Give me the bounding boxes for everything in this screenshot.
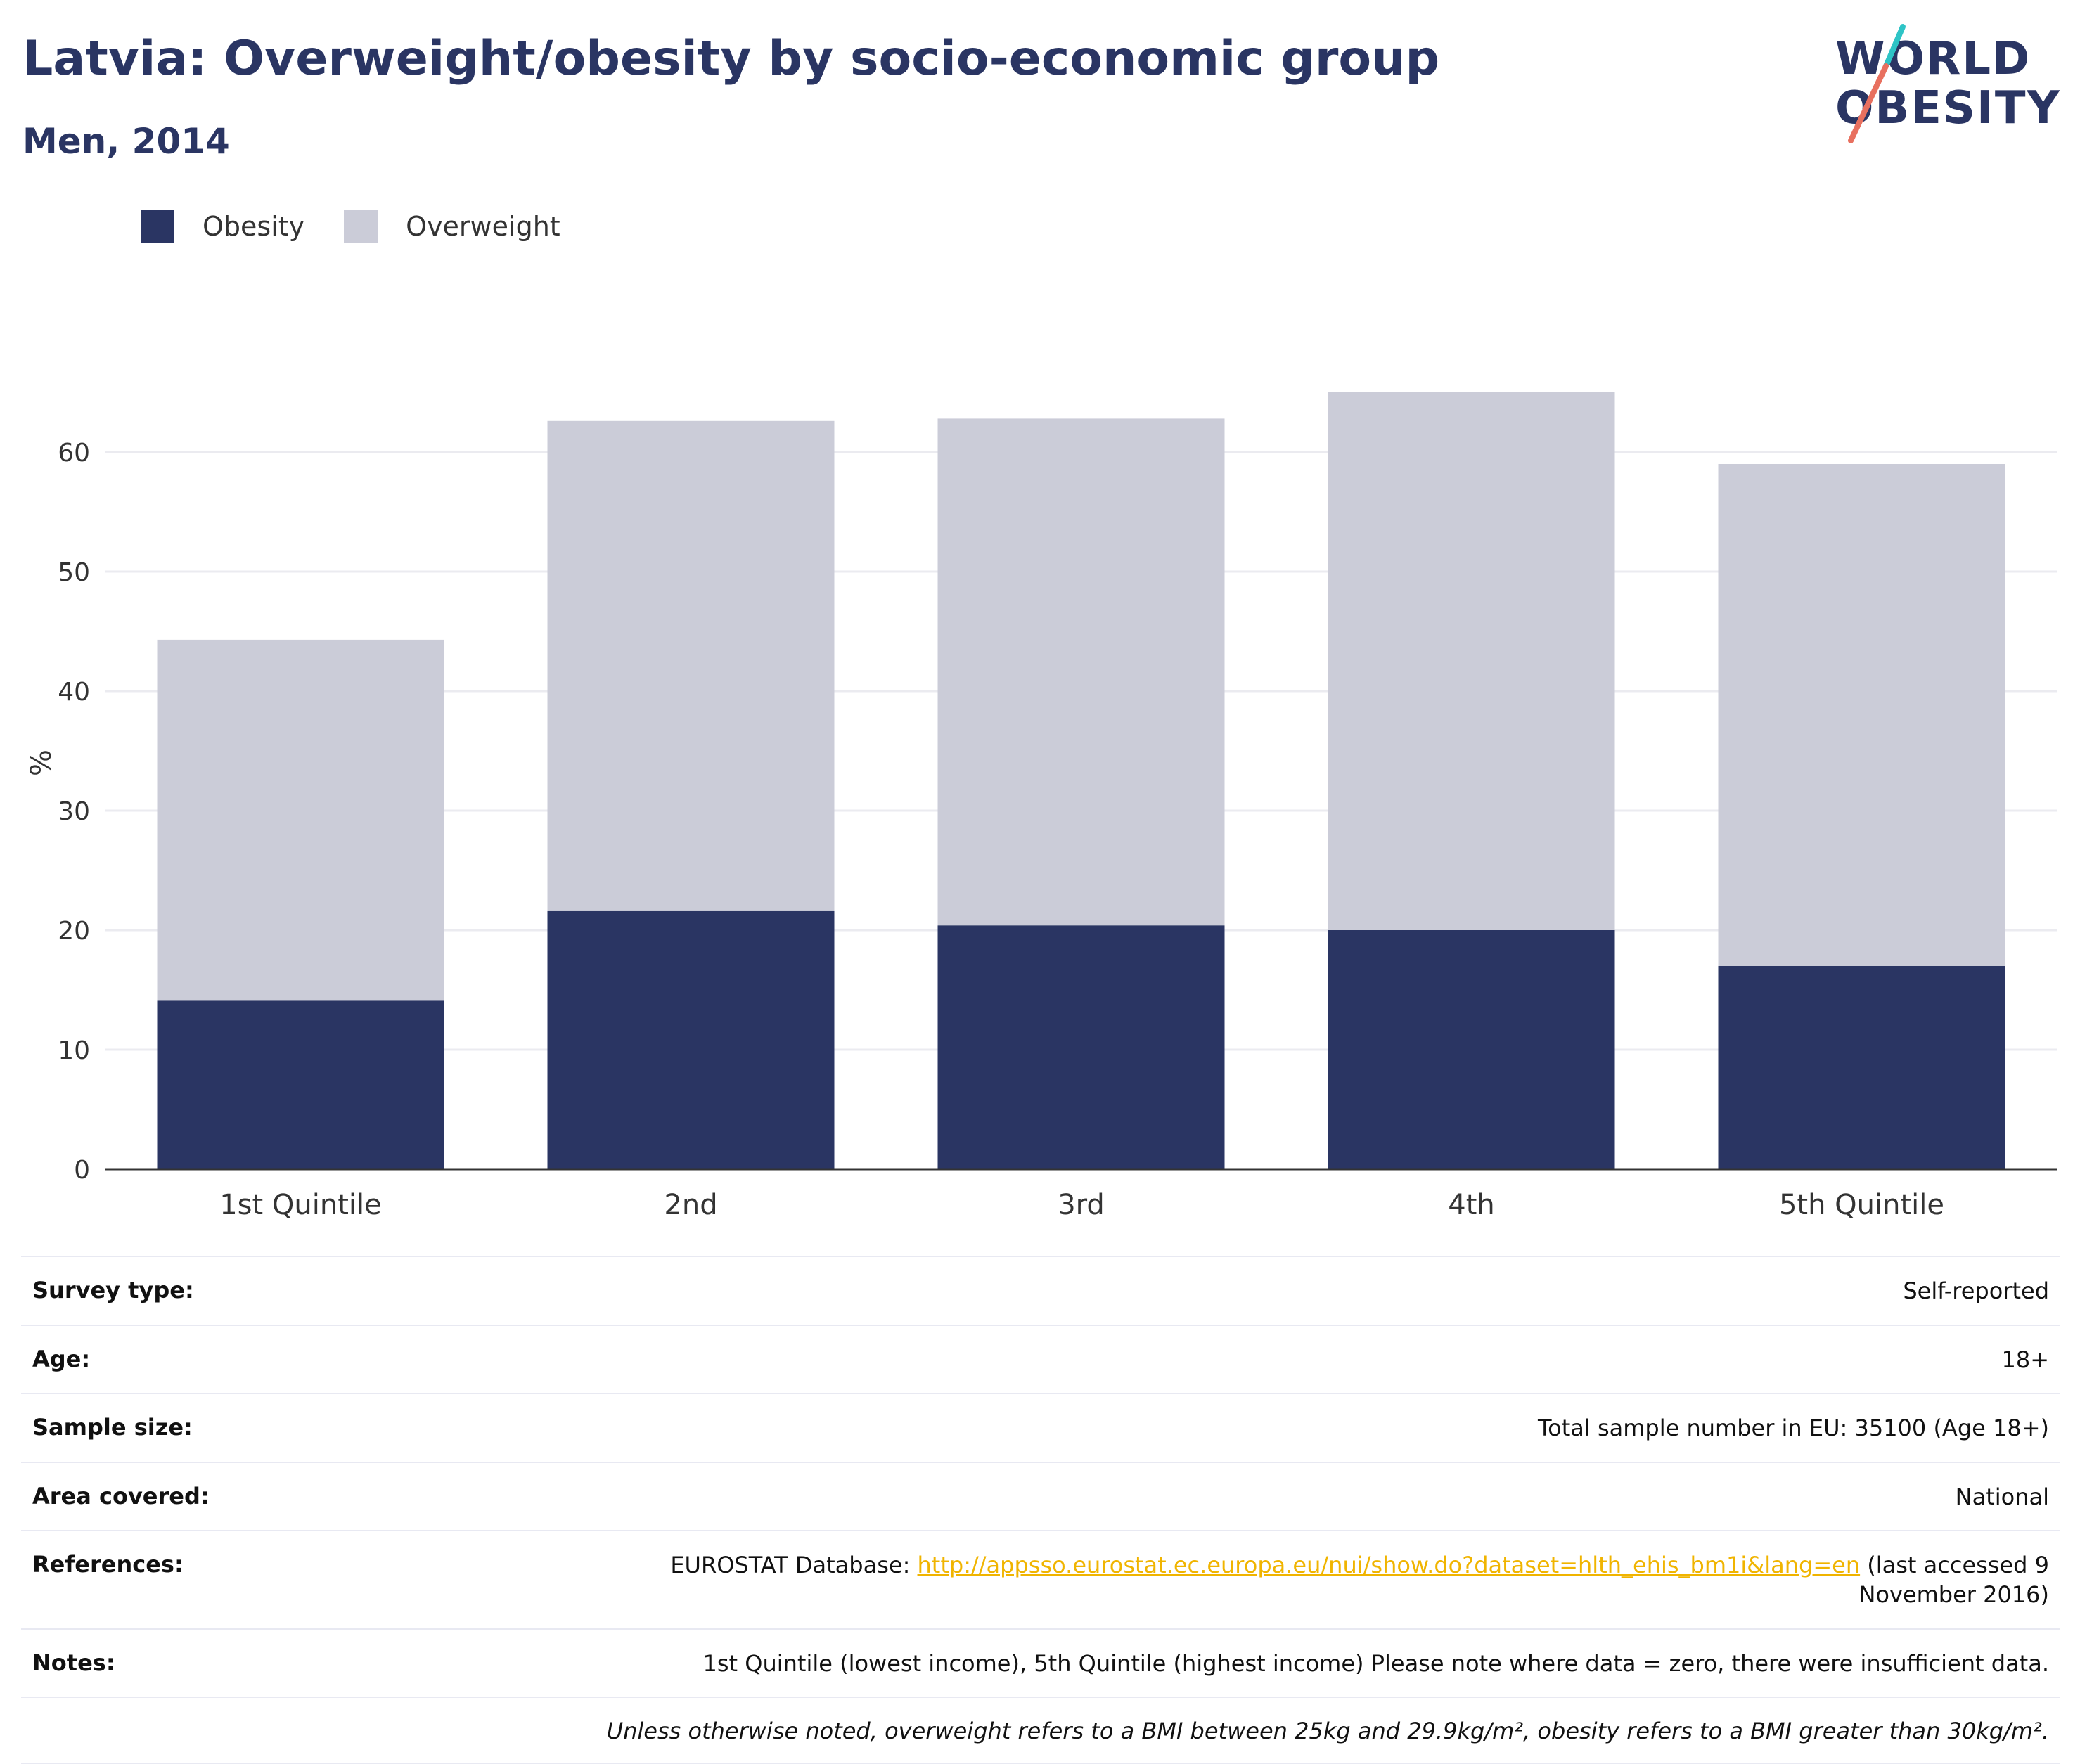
info-row-area-covered: Area covered: National [21, 1461, 2060, 1531]
legend-swatch-overweight [344, 210, 378, 243]
info-key-notes: Notes: [32, 1649, 115, 1676]
references-suffix: (last accessed 9 November 2016) [1858, 1552, 2049, 1608]
info-key-age: Age: [32, 1345, 91, 1372]
info-table: Survey type: Self-reported Age: 18+ Samp… [21, 1256, 2060, 1764]
y-tick-label: 50 [58, 558, 90, 587]
logo-slash-icon [1848, 24, 1906, 143]
logo-line-1: WORLD [1835, 33, 2031, 85]
y-tick-label: 30 [58, 797, 90, 826]
bar-overweight-4 [1328, 392, 1615, 930]
info-row-references: References: EUROSTAT Database: http://ap… [21, 1530, 2060, 1628]
bar-overweight-5 [1718, 464, 2005, 966]
info-key-survey-type: Survey type: [32, 1277, 194, 1303]
info-row-sample-size: Sample size: Total sample number in EU: … [21, 1393, 2060, 1462]
info-value-references: EUROSTAT Database: http://appsso.eurosta… [572, 1551, 2049, 1609]
legend-swatch-obesity [141, 210, 174, 243]
bar-obesity-2 [547, 910, 835, 1169]
info-row-notes: Notes: 1st Quintile (lowest income), 5th… [21, 1628, 2060, 1697]
chart-title: Latvia: Overweight/obesity by socio-econ… [23, 31, 1440, 86]
bar-overweight-1 [157, 639, 444, 1001]
x-category-label: 3rd [1058, 1189, 1105, 1221]
info-key-sample-size: Sample size: [32, 1414, 193, 1441]
bar-obesity-3 [937, 925, 1225, 1169]
x-category-label: 2nd [664, 1189, 717, 1221]
y-tick-label: 20 [58, 917, 90, 946]
chart-subtitle: Men, 2014 [23, 121, 230, 162]
y-tick-label: 40 [58, 678, 90, 707]
info-row-age: Age: 18+ [21, 1324, 2060, 1393]
x-category-label: 4th [1448, 1189, 1494, 1221]
info-key-references: References: [32, 1551, 184, 1578]
y-tick-label: 10 [58, 1036, 90, 1065]
bmi-definition-footnote: Unless otherwise noted, overweight refer… [606, 1718, 2049, 1745]
legend-item-overweight[interactable]: Overweight [344, 210, 560, 243]
info-value-sample-size: Total sample number in EU: 35100 (Age 18… [1538, 1415, 2049, 1442]
stacked-bar-chart: 0 10 20 30 40 50 60% 1st Quintile 2nd 3rd 4th 5th Q… [25, 392, 2057, 1221]
y-axis-title: % [25, 749, 58, 776]
references-prefix: EUROSTAT Database: [670, 1552, 918, 1579]
info-row-survey-type: Survey type: Self-reported [21, 1256, 2060, 1325]
bar-obesity-1 [157, 1000, 444, 1169]
info-value-age: 18+ [2001, 1346, 2049, 1373]
bar-overweight-3 [937, 418, 1225, 926]
y-tick-label: 0 [74, 1156, 90, 1185]
info-value-survey-type: Self-reported [1903, 1277, 2049, 1304]
legend-item-obesity[interactable]: Obesity [141, 210, 304, 243]
info-value-notes: 1st Quintile (lowest income), 5th Quinti… [702, 1649, 2050, 1677]
legend-label-overweight: Overweight [406, 211, 560, 242]
x-category-label: 5th Quintile [1779, 1189, 1944, 1221]
y-tick-label: 60 [58, 439, 90, 468]
info-row-footnote: Unless otherwise noted, overweight refer… [21, 1697, 2060, 1764]
bar-overweight-2 [547, 420, 835, 911]
references-link[interactable]: http://appsso.eurostat.ec.europa.eu/nui/… [917, 1552, 1861, 1579]
legend-label-obesity: Obesity [203, 211, 305, 242]
info-key-area-covered: Area covered: [32, 1482, 210, 1509]
chart-legend: Obesity Overweight [141, 210, 600, 243]
bar-obesity-5 [1718, 966, 2005, 1169]
world-obesity-logo: WORLD OBESITY [1835, 21, 2060, 148]
bar-obesity-4 [1328, 930, 1615, 1169]
info-value-area-covered: National [1955, 1483, 2049, 1510]
x-category-label: 1st Quintile [219, 1189, 382, 1221]
